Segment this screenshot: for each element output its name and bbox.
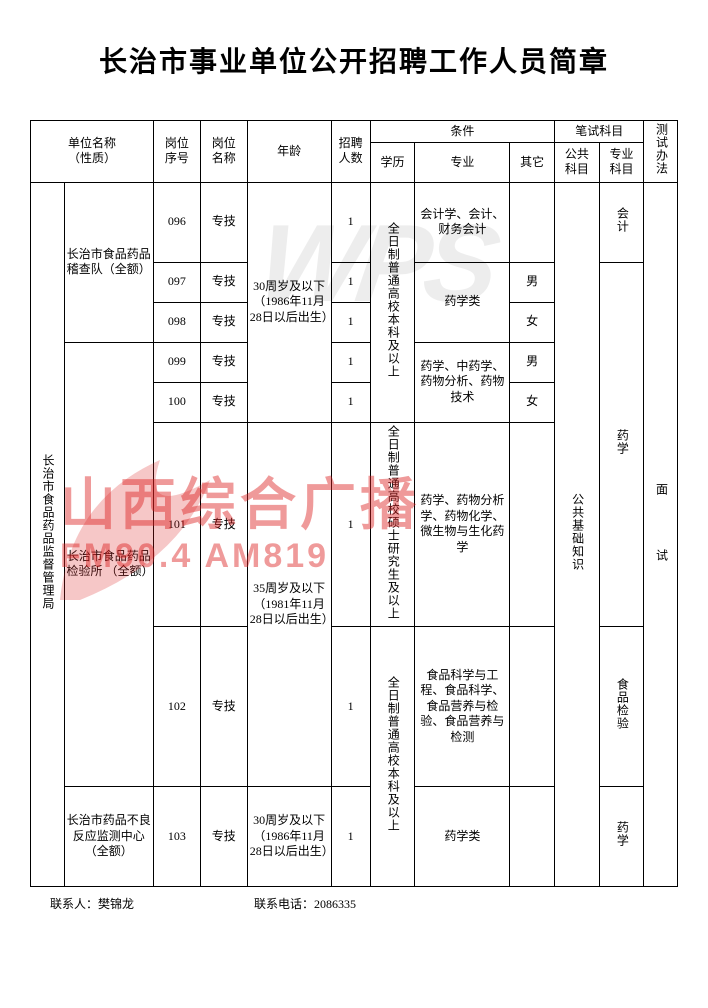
cell-major: 食品科学与工程、食品科学、食品营养与检验、食品营养与检测 bbox=[415, 627, 510, 787]
cell-method: 面 试 bbox=[644, 182, 678, 887]
cell-other: 男 bbox=[510, 262, 555, 302]
cell-major: 药学、中药学、药物分析、药物技术 bbox=[415, 342, 510, 422]
cell-post: 专技 bbox=[200, 627, 247, 787]
hdr-other: 其它 bbox=[510, 143, 555, 182]
hdr-method-text: 测试办法 bbox=[653, 123, 669, 175]
cell-count: 1 bbox=[331, 302, 370, 342]
edu-text: 全日制普通高校本科及以上 bbox=[385, 676, 401, 832]
cell-count: 1 bbox=[331, 422, 370, 627]
cell-other: 女 bbox=[510, 302, 555, 342]
cell-other: 男 bbox=[510, 342, 555, 382]
cell-major: 会计学、会计、财务会计 bbox=[415, 182, 510, 262]
cell-edu1: 全日制普通高校本科及以上 bbox=[370, 182, 415, 422]
edu-text: 全日制普通高校本科及以上 bbox=[385, 222, 401, 378]
cell-count: 1 bbox=[331, 627, 370, 787]
contact-phone: 联系电话：2086335 bbox=[254, 895, 356, 912]
org-parent: 长治市食品药品监督管理局 bbox=[31, 182, 65, 887]
cell-prosub: 食品检验 bbox=[599, 627, 644, 787]
table-row: 长治市食品药品监督管理局 长治市食品药品稽查队（全额） 096 专技 30周岁及… bbox=[31, 182, 678, 262]
pubsub-text: 公共基础知识 bbox=[569, 493, 585, 571]
cell-prosub: 药学 bbox=[599, 262, 644, 627]
footer: 联系人：樊锦龙 联系电话：2086335 bbox=[30, 895, 678, 912]
unit-1: 长治市食品药品稽查队（全额） bbox=[64, 182, 153, 342]
recruitment-table: 单位名称 （性质） 岗位 序号 岗位 名称 年龄 招聘 人数 条件 笔试科目 测… bbox=[30, 120, 678, 887]
cell-post: 专技 bbox=[200, 302, 247, 342]
cell-post: 专技 bbox=[200, 262, 247, 302]
cell-no: 100 bbox=[153, 382, 200, 422]
cell-no: 102 bbox=[153, 627, 200, 787]
header-row-1: 单位名称 （性质） 岗位 序号 岗位 名称 年龄 招聘 人数 条件 笔试科目 测… bbox=[31, 121, 678, 143]
cell-edu3: 全日制普通高校本科及以上 bbox=[370, 627, 415, 887]
page-title: 长治市事业单位公开招聘工作人员简章 bbox=[30, 40, 678, 80]
prosub-text: 会计 bbox=[614, 207, 630, 233]
method-text: 面 试 bbox=[653, 483, 669, 581]
cell-no: 097 bbox=[153, 262, 200, 302]
cell-no: 098 bbox=[153, 302, 200, 342]
org-parent-text: 长治市食品药品监督管理局 bbox=[39, 454, 55, 610]
hdr-prosub: 专业 科目 bbox=[599, 143, 644, 182]
hdr-method: 测试办法 bbox=[644, 121, 678, 183]
cell-post: 专技 bbox=[200, 787, 247, 887]
cell-count: 1 bbox=[331, 262, 370, 302]
prosub-text: 食品检验 bbox=[614, 678, 630, 730]
cell-post: 专技 bbox=[200, 382, 247, 422]
cell-age3: 30周岁及以下（1986年11月28日以后出生） bbox=[247, 787, 331, 887]
hdr-edu: 学历 bbox=[370, 143, 415, 182]
cell-pubsub: 公共基础知识 bbox=[555, 182, 600, 887]
cell-age1: 30周岁及以下（1986年11月28日以后出生） bbox=[247, 182, 331, 422]
cell-no: 101 bbox=[153, 422, 200, 627]
edu-text: 全日制普通高校硕士研究生及以上 bbox=[385, 425, 401, 620]
cell-count: 1 bbox=[331, 382, 370, 422]
prosub-text: 药学 bbox=[614, 429, 630, 455]
cell-post: 专技 bbox=[200, 342, 247, 382]
unit-3: 长治市药品不良反应监测中心（全额） bbox=[64, 787, 153, 887]
cell-post: 专技 bbox=[200, 422, 247, 627]
cell-no: 099 bbox=[153, 342, 200, 382]
cell-no: 096 bbox=[153, 182, 200, 262]
hdr-pubsub: 公共 科目 bbox=[555, 143, 600, 182]
cell-count: 1 bbox=[331, 182, 370, 262]
cell-major: 药学类 bbox=[415, 262, 510, 342]
cell-major: 药学、药物分析学、药物化学、微生物与生化药学 bbox=[415, 422, 510, 627]
hdr-age: 年龄 bbox=[247, 121, 331, 183]
cell-other bbox=[510, 182, 555, 262]
cell-prosub: 会计 bbox=[599, 182, 644, 262]
hdr-unit: 单位名称 （性质） bbox=[31, 121, 154, 183]
prosub-text: 药学 bbox=[614, 821, 630, 847]
hdr-postno: 岗位 序号 bbox=[153, 121, 200, 183]
cell-other bbox=[510, 627, 555, 787]
cell-count: 1 bbox=[331, 787, 370, 887]
cell-other bbox=[510, 422, 555, 627]
unit-2: 长治市食品药品检验所 （全额） bbox=[64, 342, 153, 787]
cell-other: 女 bbox=[510, 382, 555, 422]
cell-other bbox=[510, 787, 555, 887]
cell-prosub: 药学 bbox=[599, 787, 644, 887]
hdr-exam: 笔试科目 bbox=[555, 121, 644, 143]
contact-name: 联系人：樊锦龙 bbox=[50, 895, 134, 912]
cell-age2: 35周岁及以下（1981年11月28日以后出生） bbox=[247, 422, 331, 787]
hdr-count: 招聘 人数 bbox=[331, 121, 370, 183]
cell-major: 药学类 bbox=[415, 787, 510, 887]
cell-no: 103 bbox=[153, 787, 200, 887]
hdr-cond: 条件 bbox=[370, 121, 554, 143]
hdr-major: 专业 bbox=[415, 143, 510, 182]
cell-post: 专技 bbox=[200, 182, 247, 262]
cell-edu2: 全日制普通高校硕士研究生及以上 bbox=[370, 422, 415, 627]
hdr-postname: 岗位 名称 bbox=[200, 121, 247, 183]
cell-count: 1 bbox=[331, 342, 370, 382]
